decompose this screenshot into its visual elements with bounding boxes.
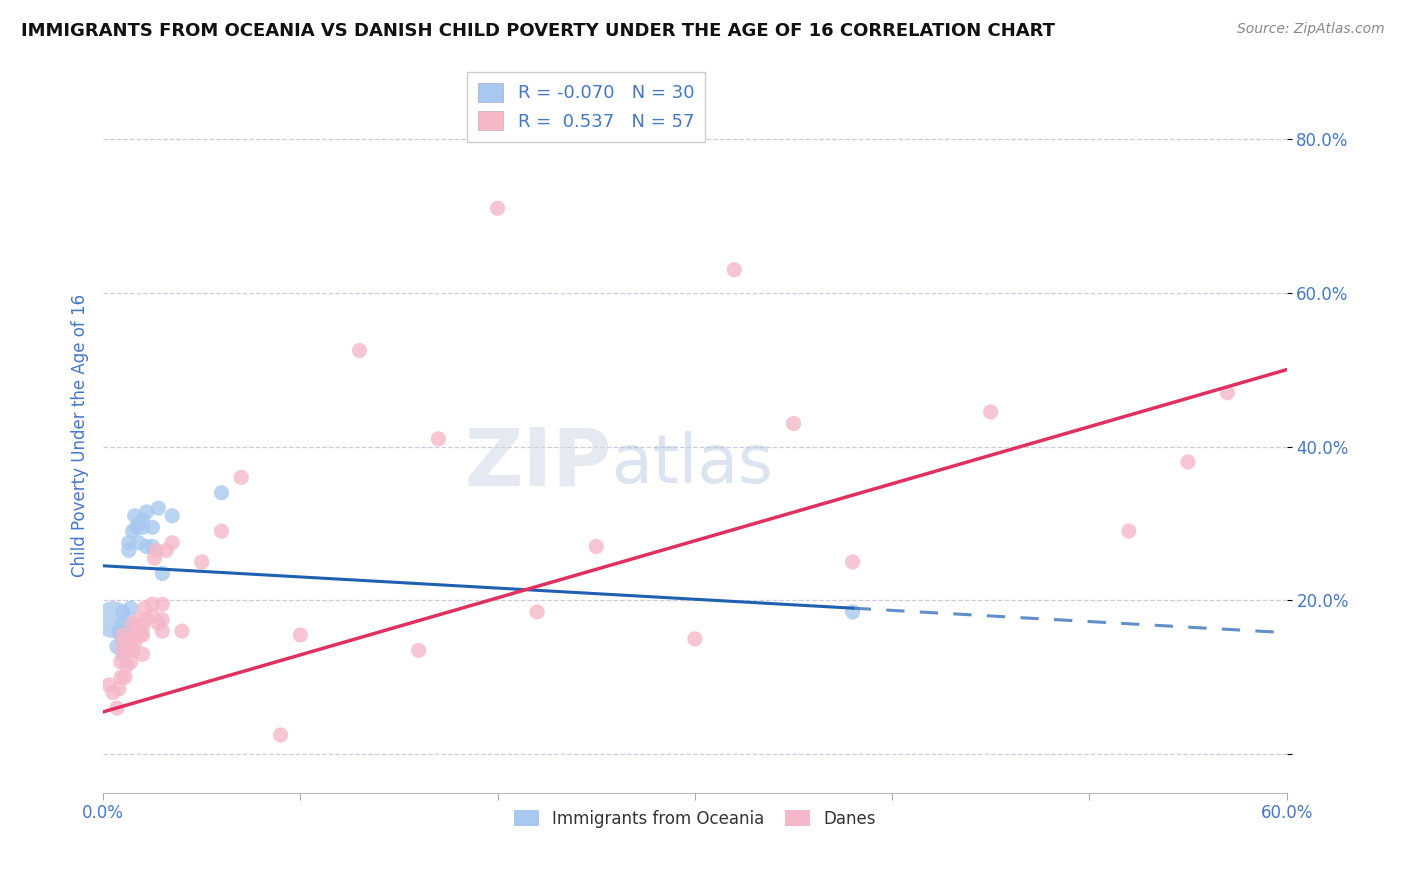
Point xyxy=(486,201,509,215)
Point xyxy=(124,636,146,650)
Point xyxy=(585,540,607,554)
Point xyxy=(143,551,166,566)
Point xyxy=(1118,524,1140,538)
Point xyxy=(141,520,163,534)
Point xyxy=(148,501,170,516)
Text: ZIP: ZIP xyxy=(465,425,612,503)
Point xyxy=(526,605,548,619)
Point xyxy=(408,643,430,657)
Point xyxy=(723,262,745,277)
Point xyxy=(118,643,141,657)
Point xyxy=(134,601,156,615)
Point xyxy=(150,624,173,639)
Point xyxy=(121,643,143,657)
Point xyxy=(129,628,152,642)
Point xyxy=(105,701,128,715)
Point xyxy=(131,647,153,661)
Point xyxy=(349,343,371,358)
Text: atlas: atlas xyxy=(612,431,773,497)
Point xyxy=(128,613,150,627)
Point xyxy=(782,417,804,431)
Point xyxy=(211,485,233,500)
Point xyxy=(105,640,128,654)
Y-axis label: Child Poverty Under the Age of 16: Child Poverty Under the Age of 16 xyxy=(72,293,89,576)
Point xyxy=(111,647,134,661)
Point xyxy=(121,616,143,631)
Point xyxy=(145,543,167,558)
Text: Source: ZipAtlas.com: Source: ZipAtlas.com xyxy=(1237,22,1385,37)
Point xyxy=(111,636,134,650)
Point xyxy=(128,620,150,634)
Point xyxy=(118,535,141,549)
Point xyxy=(160,535,183,549)
Point xyxy=(980,405,1002,419)
Point xyxy=(121,524,143,538)
Point xyxy=(125,520,148,534)
Point xyxy=(111,628,134,642)
Point xyxy=(120,655,142,669)
Point xyxy=(131,620,153,634)
Point xyxy=(160,508,183,523)
Point xyxy=(101,613,124,627)
Point xyxy=(841,605,863,619)
Point xyxy=(290,628,312,642)
Point xyxy=(170,624,193,639)
Point xyxy=(114,670,136,684)
Point xyxy=(141,608,163,623)
Point xyxy=(111,636,134,650)
Point xyxy=(150,566,173,581)
Point xyxy=(141,597,163,611)
Point xyxy=(841,555,863,569)
Legend: Immigrants from Oceania, Danes: Immigrants from Oceania, Danes xyxy=(508,803,882,834)
Point xyxy=(135,540,157,554)
Point xyxy=(108,681,131,696)
Point xyxy=(131,513,153,527)
Point xyxy=(427,432,450,446)
Point xyxy=(1216,385,1239,400)
Text: IMMIGRANTS FROM OCEANIA VS DANISH CHILD POVERTY UNDER THE AGE OF 16 CORRELATION : IMMIGRANTS FROM OCEANIA VS DANISH CHILD … xyxy=(21,22,1054,40)
Point xyxy=(111,628,134,642)
Point xyxy=(131,628,153,642)
Point xyxy=(118,543,141,558)
Point xyxy=(110,670,132,684)
Point xyxy=(270,728,292,742)
Point xyxy=(128,516,150,531)
Point xyxy=(115,658,138,673)
Point xyxy=(131,520,153,534)
Point xyxy=(121,620,143,634)
Point xyxy=(150,613,173,627)
Point xyxy=(128,535,150,549)
Point xyxy=(111,605,134,619)
Point xyxy=(135,613,157,627)
Point xyxy=(135,505,157,519)
Point xyxy=(190,555,212,569)
Point xyxy=(231,470,253,484)
Point xyxy=(683,632,706,646)
Point xyxy=(125,628,148,642)
Point xyxy=(110,655,132,669)
Point xyxy=(120,636,142,650)
Point xyxy=(150,597,173,611)
Point xyxy=(121,628,143,642)
Point xyxy=(111,643,134,657)
Point xyxy=(110,628,132,642)
Point xyxy=(108,624,131,639)
Point xyxy=(98,678,121,692)
Point xyxy=(111,616,134,631)
Point xyxy=(141,540,163,554)
Point xyxy=(1177,455,1199,469)
Point xyxy=(115,628,138,642)
Point xyxy=(155,543,177,558)
Point xyxy=(124,508,146,523)
Point xyxy=(148,616,170,631)
Point xyxy=(101,686,124,700)
Point xyxy=(120,601,142,615)
Point xyxy=(211,524,233,538)
